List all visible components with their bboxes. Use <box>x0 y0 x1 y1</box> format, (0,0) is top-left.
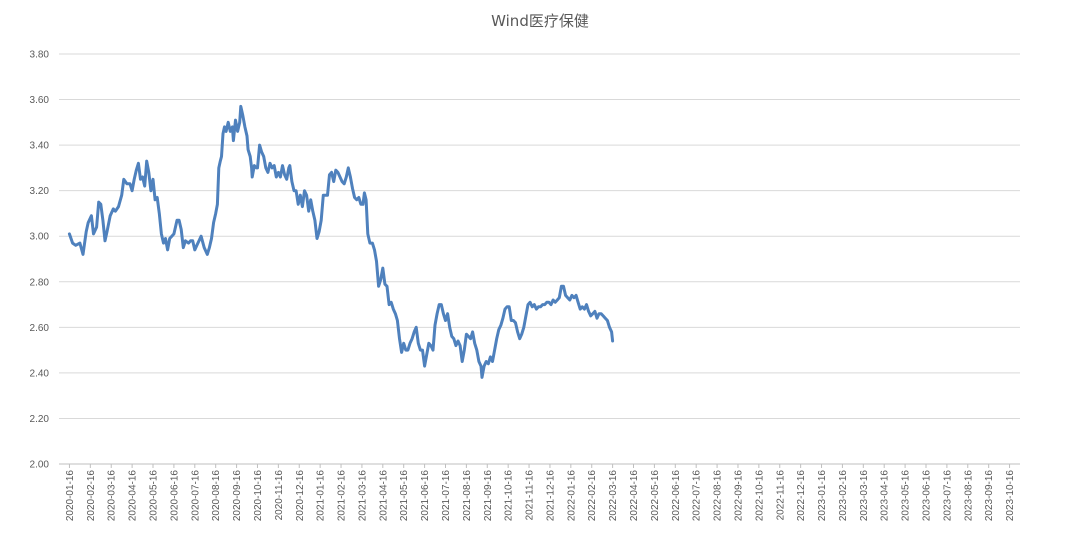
y-tick-label: 3.80 <box>30 50 50 61</box>
x-tick-label: 2022-01-16 <box>566 470 577 522</box>
y-tick-label: 3.40 <box>30 141 50 152</box>
y-tick-label: 3.60 <box>30 95 50 106</box>
x-tick-label: 2021-11-16 <box>525 470 536 521</box>
x-tick-label: 2020-02-16 <box>86 470 97 522</box>
x-tick-label: 2022-06-16 <box>671 470 682 522</box>
x-axis: 2020-01-16 2020-02-16 2020-03-16 2020-04-16… <box>65 464 1016 521</box>
x-tick-label: 2022-11-16 <box>775 470 786 521</box>
x-tick-label: 2022-04-16 <box>629 470 640 522</box>
x-tick-label: 2023-05-16 <box>901 470 912 522</box>
x-tick-label: 2020-12-16 <box>295 470 306 522</box>
x-tick-label: 2023-01-16 <box>817 470 828 522</box>
y-tick-label: 3.00 <box>30 232 50 243</box>
x-tick-label: 2022-07-16 <box>692 470 703 522</box>
y-tick-label: 2.40 <box>30 368 50 379</box>
x-tick-label: 2022-05-16 <box>650 470 661 522</box>
x-tick-label: 2020-01-16 <box>65 470 76 522</box>
x-tick-label: 2021-02-16 <box>337 470 348 522</box>
x-tick-label: 2020-11-16 <box>274 470 285 521</box>
x-tick-label: 2020-06-16 <box>169 470 180 522</box>
x-tick-label: 2022-03-16 <box>608 470 619 522</box>
x-tick-label: 2022-10-16 <box>754 470 765 522</box>
x-tick-label: 2021-01-16 <box>316 470 327 522</box>
x-tick-label: 2021-03-16 <box>357 470 368 522</box>
x-tick-label: 2021-05-16 <box>399 470 410 522</box>
chart-title: Wind医疗保健 <box>491 12 589 30</box>
x-tick-label: 2021-06-16 <box>420 470 431 522</box>
x-tick-label: 2023-07-16 <box>942 470 953 522</box>
x-tick-label: 2023-02-16 <box>838 470 849 522</box>
y-tick-label: 2.00 <box>30 460 50 471</box>
x-tick-label: 2020-07-16 <box>190 470 201 522</box>
x-tick-label: 2021-10-16 <box>504 470 515 522</box>
x-tick-label: 2022-09-16 <box>733 470 744 522</box>
x-tick-label: 2021-04-16 <box>378 470 389 522</box>
x-tick-label: 2021-12-16 <box>545 470 556 522</box>
x-tick-label: 2021-07-16 <box>441 470 452 522</box>
series-layer <box>67 104 615 379</box>
grid-lines <box>59 53 1020 465</box>
y-tick-label: 2.80 <box>30 277 50 288</box>
y-tick-label: 2.20 <box>30 414 50 425</box>
x-tick-label: 2020-10-16 <box>253 470 264 522</box>
x-tick-label: 2022-02-16 <box>587 470 598 522</box>
y-axis: 2.00 2.20 2.40 2.60 2.80 3.00 3.20 3.40 3.60 3.80 <box>30 50 50 471</box>
x-tick-label: 2023-08-16 <box>963 470 974 522</box>
x-tick-label: 2021-08-16 <box>462 470 473 522</box>
x-tick-label: 2020-05-16 <box>149 470 160 522</box>
x-tick-label: 2020-09-16 <box>232 470 243 522</box>
x-tick-label: 2022-08-16 <box>713 470 724 522</box>
x-tick-label: 2023-10-16 <box>1005 470 1016 522</box>
x-tick-label: 2020-03-16 <box>107 470 118 522</box>
y-tick-label: 3.20 <box>30 186 50 197</box>
x-tick-label: 2020-04-16 <box>128 470 139 522</box>
series-line <box>67 104 615 379</box>
x-tick-label: 2023-03-16 <box>859 470 870 522</box>
x-tick-label: 2023-04-16 <box>880 470 891 522</box>
x-tick-label: 2020-08-16 <box>211 470 222 522</box>
x-tick-label: 2023-06-16 <box>921 470 932 522</box>
x-tick-label: 2022-12-16 <box>796 470 807 522</box>
y-tick-label: 2.60 <box>30 323 50 334</box>
x-tick-label: 2023-09-16 <box>984 470 995 522</box>
x-tick-label: 2021-09-16 <box>483 470 494 522</box>
